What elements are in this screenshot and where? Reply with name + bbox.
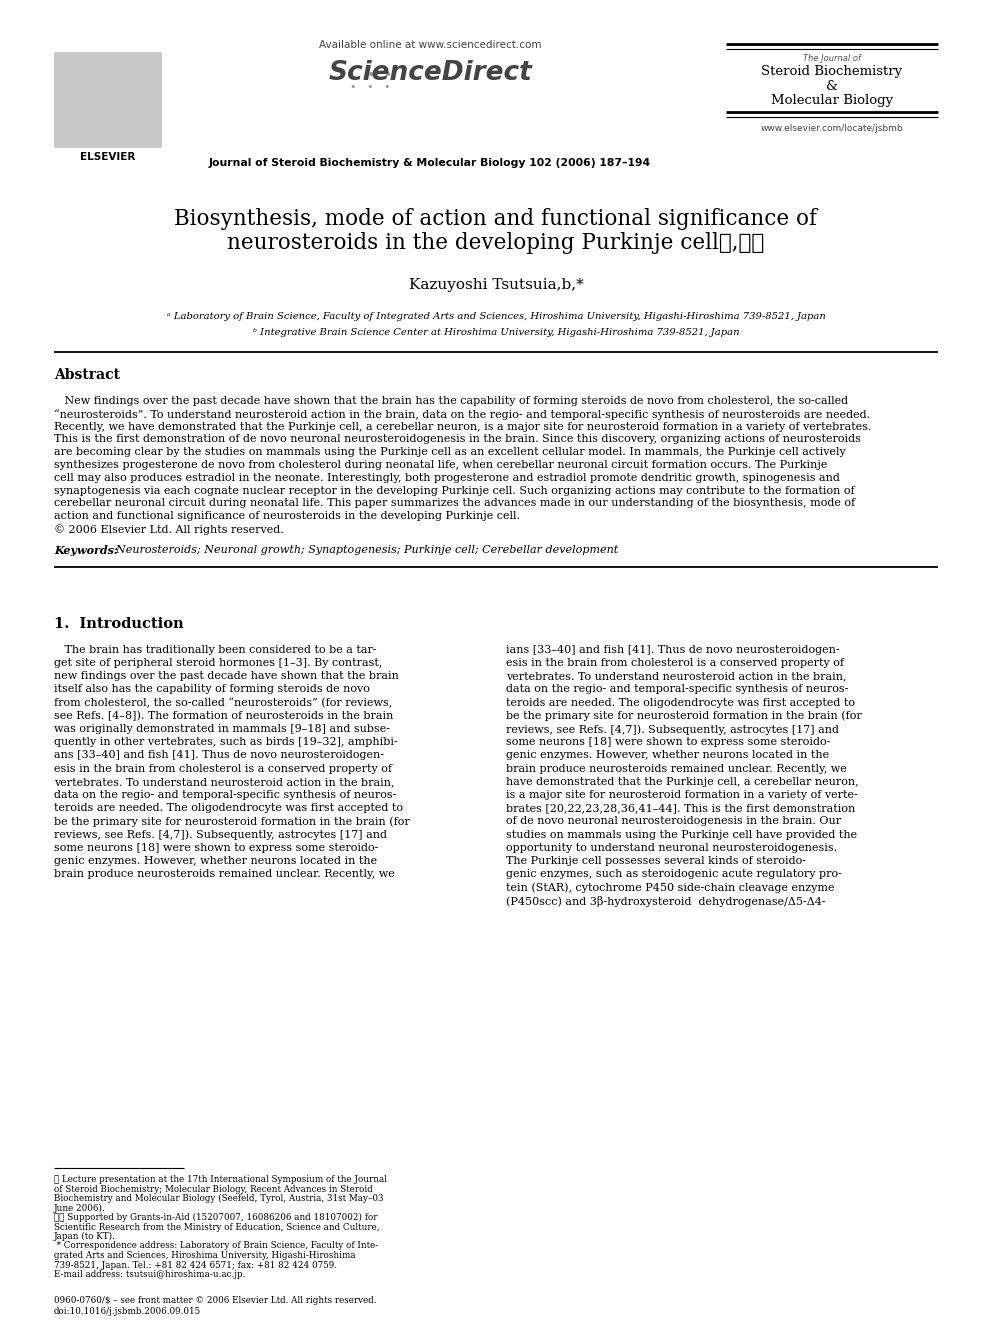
Text: some neurons [18] were shown to express some steroido-: some neurons [18] were shown to express … xyxy=(506,737,830,747)
Text: genic enzymes. However, whether neurons located in the: genic enzymes. However, whether neurons … xyxy=(506,750,829,761)
Text: of Steroid Biochemistry; Molecular Biology, Recent Advances in Steroid: of Steroid Biochemistry; Molecular Biolo… xyxy=(54,1184,373,1193)
Text: action and functional significance of neurosteroids in the developing Purkinje c: action and functional significance of ne… xyxy=(54,511,520,521)
Text: ᵇ Integrative Brain Science Center at Hiroshima University, Higashi-Hiroshima 73: ᵇ Integrative Brain Science Center at Hi… xyxy=(253,328,739,337)
Text: reviews, see Refs. [4,7]). Subsequently, astrocytes [17] and: reviews, see Refs. [4,7]). Subsequently,… xyxy=(506,724,839,734)
Bar xyxy=(54,52,162,148)
Text: teroids are needed. The oligodendrocyte was first accepted to: teroids are needed. The oligodendrocyte … xyxy=(54,803,403,814)
Text: teroids are needed. The oligodendrocyte was first accepted to: teroids are needed. The oligodendrocyte … xyxy=(506,697,855,708)
Text: grated Arts and Sciences, Hiroshima University, Higashi-Hiroshima: grated Arts and Sciences, Hiroshima Univ… xyxy=(54,1252,355,1259)
Text: 0960-0760/$ – see front matter © 2006 Elsevier Ltd. All rights reserved.: 0960-0760/$ – see front matter © 2006 El… xyxy=(54,1297,377,1304)
Text: neurosteroids in the developing Purkinje cell★,★★: neurosteroids in the developing Purkinje… xyxy=(227,232,765,254)
Text: &: & xyxy=(826,79,838,93)
Text: •  •: • • xyxy=(367,67,393,82)
Text: of de novo neuronal neurosteroidogenesis in the brain. Our: of de novo neuronal neurosteroidogenesis… xyxy=(506,816,841,827)
Text: * Correspondence address: Laboratory of Brain Science, Faculty of Inte-: * Correspondence address: Laboratory of … xyxy=(54,1241,378,1250)
Text: Molecular Biology: Molecular Biology xyxy=(771,94,893,107)
Text: Neurosteroids; Neuronal growth; Synaptogenesis; Purkinje cell; Cerebellar develo: Neurosteroids; Neuronal growth; Synaptog… xyxy=(109,545,618,554)
Text: quently in other vertebrates, such as birds [19–32], amphibi-: quently in other vertebrates, such as bi… xyxy=(54,737,398,747)
Text: ScienceDirect: ScienceDirect xyxy=(328,60,532,86)
Text: synaptogenesis via each cognate nuclear receptor in the developing Purkinje cell: synaptogenesis via each cognate nuclear … xyxy=(54,486,855,496)
Text: Biosynthesis, mode of action and functional significance of: Biosynthesis, mode of action and functio… xyxy=(175,208,817,230)
Text: doi:10.1016/j.jsbmb.2006.09.015: doi:10.1016/j.jsbmb.2006.09.015 xyxy=(54,1307,201,1316)
Text: Kazuyoshi Tsutsuia,b,*: Kazuyoshi Tsutsuia,b,* xyxy=(409,278,583,292)
Text: Journal of Steroid Biochemistry & Molecular Biology 102 (2006) 187–194: Journal of Steroid Biochemistry & Molecu… xyxy=(209,157,651,168)
Text: brain produce neurosteroids remained unclear. Recently, we: brain produce neurosteroids remained unc… xyxy=(506,763,847,774)
Text: E-mail address: tsutsui@hiroshima-u.ac.jp.: E-mail address: tsutsui@hiroshima-u.ac.j… xyxy=(54,1270,245,1279)
Text: ans [33–40] and fish [41]. Thus de novo neurosteroidogen-: ans [33–40] and fish [41]. Thus de novo … xyxy=(54,750,384,761)
Text: be the primary site for neurosteroid formation in the brain (for: be the primary site for neurosteroid for… xyxy=(54,816,410,827)
Text: esis in the brain from cholesterol is a conserved property of: esis in the brain from cholesterol is a … xyxy=(54,763,392,774)
Text: get site of peripheral steroid hormones [1–3]. By contrast,: get site of peripheral steroid hormones … xyxy=(54,658,382,668)
Text: The Purkinje cell possesses several kinds of steroido-: The Purkinje cell possesses several kind… xyxy=(506,856,806,867)
Text: data on the regio- and temporal-specific synthesis of neuros-: data on the regio- and temporal-specific… xyxy=(54,790,397,800)
Text: Keywords:: Keywords: xyxy=(54,545,118,556)
Text: be the primary site for neurosteroid formation in the brain (for: be the primary site for neurosteroid for… xyxy=(506,710,862,721)
Text: cell may also produces estradiol in the neonate. Interestingly, both progesteron: cell may also produces estradiol in the … xyxy=(54,472,840,483)
Text: brates [20,22,23,28,36,41–44]. This is the first demonstration: brates [20,22,23,28,36,41–44]. This is t… xyxy=(506,803,855,814)
Text: new findings over the past decade have shown that the brain: new findings over the past decade have s… xyxy=(54,671,399,681)
Text: see Refs. [4–8]). The formation of neurosteroids in the brain: see Refs. [4–8]). The formation of neuro… xyxy=(54,710,394,721)
Text: New findings over the past decade have shown that the brain has the capability o: New findings over the past decade have s… xyxy=(54,396,848,406)
Text: ᵃ Laboratory of Brain Science, Faculty of Integrated Arts and Sciences, Hiroshim: ᵃ Laboratory of Brain Science, Faculty o… xyxy=(167,312,825,321)
Text: some neurons [18] were shown to express some steroido-: some neurons [18] were shown to express … xyxy=(54,843,378,853)
Text: ★ Lecture presentation at the 17th International Symposium of the Journal: ★ Lecture presentation at the 17th Inter… xyxy=(54,1175,387,1184)
Text: June 2006).: June 2006). xyxy=(54,1204,106,1213)
Text: Biochemistry and Molecular Biology (Seefeld, Tyrol, Austria, 31st May–03: Biochemistry and Molecular Biology (Seef… xyxy=(54,1193,384,1203)
Text: have demonstrated that the Purkinje cell, a cerebellar neuron,: have demonstrated that the Purkinje cell… xyxy=(506,777,859,787)
Text: was originally demonstrated in mammals [9–18] and subse-: was originally demonstrated in mammals [… xyxy=(54,724,390,734)
Text: ★★ Supported by Grants-in-Aid (15207007, 16086206 and 18107002) for: ★★ Supported by Grants-in-Aid (15207007,… xyxy=(54,1213,378,1222)
Text: synthesizes progesterone de novo from cholesterol during neonatal life, when cer: synthesizes progesterone de novo from ch… xyxy=(54,460,827,470)
Text: cerebellar neuronal circuit during neonatal life. This paper summarizes the adva: cerebellar neuronal circuit during neona… xyxy=(54,499,855,508)
Text: Recently, we have demonstrated that the Purkinje cell, a cerebellar neuron, is a: Recently, we have demonstrated that the … xyxy=(54,422,872,431)
Text: www.elsevier.com/locate/jsbmb: www.elsevier.com/locate/jsbmb xyxy=(761,124,904,134)
Text: Steroid Biochemistry: Steroid Biochemistry xyxy=(762,65,903,78)
Text: This is the first demonstration of de novo neuronal neurosteroidogenesis in the : This is the first demonstration of de no… xyxy=(54,434,861,445)
Text: are becoming clear by the studies on mammals using the Purkinje cell as an excel: are becoming clear by the studies on mam… xyxy=(54,447,846,458)
Text: Japan (to KT).: Japan (to KT). xyxy=(54,1232,116,1241)
Text: esis in the brain from cholesterol is a conserved property of: esis in the brain from cholesterol is a … xyxy=(506,658,844,668)
Text: “neurosteroids”. To understand neurosteroid action in the brain, data on the reg: “neurosteroids”. To understand neuroster… xyxy=(54,409,870,419)
Text: 1.  Introduction: 1. Introduction xyxy=(54,617,184,631)
Text: reviews, see Refs. [4,7]). Subsequently, astrocytes [17] and: reviews, see Refs. [4,7]). Subsequently,… xyxy=(54,830,387,840)
Text: ELSEVIER: ELSEVIER xyxy=(80,152,136,161)
Text: is a major site for neurosteroid formation in a variety of verte-: is a major site for neurosteroid formati… xyxy=(506,790,858,800)
Text: data on the regio- and temporal-specific synthesis of neuros-: data on the regio- and temporal-specific… xyxy=(506,684,848,695)
Text: vertebrates. To understand neurosteroid action in the brain,: vertebrates. To understand neurosteroid … xyxy=(54,777,395,787)
Text: studies on mammals using the Purkinje cell have provided the: studies on mammals using the Purkinje ce… xyxy=(506,830,857,840)
Text: tein (StAR), cytochrome P450 side-chain cleavage enzyme: tein (StAR), cytochrome P450 side-chain … xyxy=(506,882,834,893)
Text: The Journal of: The Journal of xyxy=(803,54,861,64)
Text: vertebrates. To understand neurosteroid action in the brain,: vertebrates. To understand neurosteroid … xyxy=(506,671,846,681)
Text: itself also has the capability of forming steroids de novo: itself also has the capability of formin… xyxy=(54,684,370,695)
Text: © 2006 Elsevier Ltd. All rights reserved.: © 2006 Elsevier Ltd. All rights reserved… xyxy=(54,524,284,534)
Text: genic enzymes. However, whether neurons located in the: genic enzymes. However, whether neurons … xyxy=(54,856,377,867)
Text: ians [33–40] and fish [41]. Thus de novo neurosteroidogen-: ians [33–40] and fish [41]. Thus de novo… xyxy=(506,644,839,655)
Text: 739-8521, Japan. Tel.: +81 82 424 6571; fax: +81 82 424 0759.: 739-8521, Japan. Tel.: +81 82 424 6571; … xyxy=(54,1261,337,1270)
Text: Scientific Research from the Ministry of Education, Science and Culture,: Scientific Research from the Ministry of… xyxy=(54,1222,380,1232)
Text: Abstract: Abstract xyxy=(54,368,120,382)
Text: The brain has traditionally been considered to be a tar-: The brain has traditionally been conside… xyxy=(54,644,377,655)
Text: opportunity to understand neuronal neurosteroidogenesis.: opportunity to understand neuronal neuro… xyxy=(506,843,837,853)
Text: •   •   •: • • • xyxy=(350,82,390,93)
Text: (P450scc) and 3β-hydroxysteroid  dehydrogenase/Δ5-Δ4-: (P450scc) and 3β-hydroxysteroid dehydrog… xyxy=(506,896,825,906)
Text: Available online at www.sciencedirect.com: Available online at www.sciencedirect.co… xyxy=(318,40,542,50)
Text: brain produce neurosteroids remained unclear. Recently, we: brain produce neurosteroids remained unc… xyxy=(54,869,395,880)
Text: from cholesterol, the so-called “neurosteroids” (for reviews,: from cholesterol, the so-called “neurost… xyxy=(54,697,392,708)
Text: genic enzymes, such as steroidogenic acute regulatory pro-: genic enzymes, such as steroidogenic acu… xyxy=(506,869,842,880)
